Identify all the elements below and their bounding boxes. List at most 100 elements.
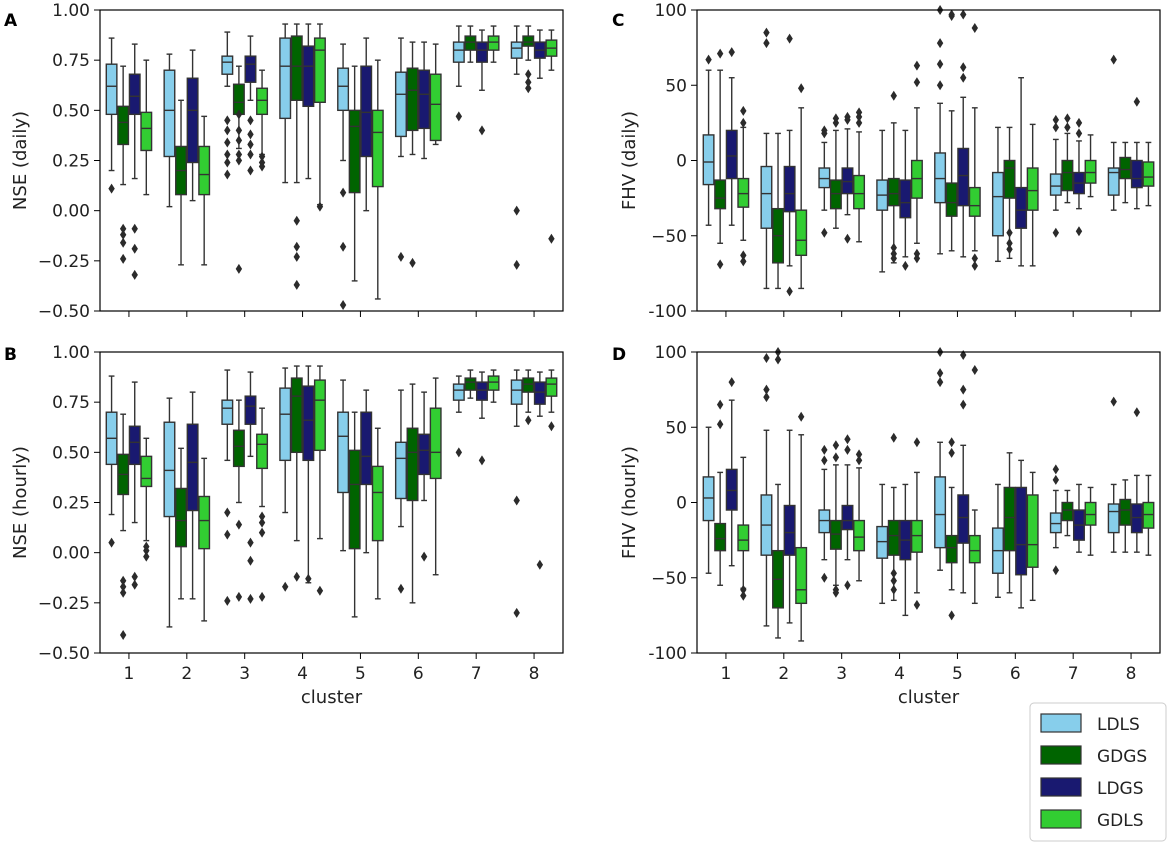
box-body (545, 377, 558, 397)
box-B-LDGS-7 (475, 371, 488, 466)
box-body (968, 534, 981, 564)
outlier-point (420, 551, 428, 562)
box-body (853, 519, 866, 552)
box-body (1142, 501, 1155, 529)
box-body (290, 377, 303, 454)
outlier-point (913, 253, 921, 264)
y-tick-label: 0.25 (52, 152, 90, 172)
outlier-point (1052, 464, 1060, 475)
outlier-point (960, 384, 967, 395)
box-D-LDLS-1 (702, 426, 715, 574)
box-body (1084, 159, 1097, 184)
box-B-GDLS-6 (429, 377, 442, 576)
outlier-point (235, 263, 243, 274)
x-tick-label: 7 (1068, 664, 1079, 684)
outlier-point (247, 139, 254, 150)
legend-item-LDGS: LDGS (1040, 777, 1144, 799)
x-axis-label: cluster (898, 687, 960, 708)
x-tick-label: 1 (124, 664, 135, 684)
box-B-LDGS-2 (186, 391, 199, 600)
outlier-point (786, 33, 793, 44)
legend: LDLS GDGS LDGS GDLS (1029, 702, 1167, 842)
box-C-LDGS-6 (1015, 77, 1028, 267)
box-D-GDLS-2 (795, 411, 808, 642)
box-D-GDGS-8 (1119, 479, 1132, 553)
outlier-point (890, 568, 897, 579)
axes-frame (696, 9, 1161, 312)
box-C-GDGS-1 (714, 48, 727, 270)
box-body (818, 167, 831, 189)
outlier-point (247, 165, 254, 176)
y-tick-label: 0.00 (52, 202, 90, 222)
box-body (279, 387, 292, 462)
panel-A: A −0.50 −0.25 0.00 0.25 0.50 0.75 1.00 NSE (dail… (4, 1, 564, 322)
box-D-LDLS-2 (760, 353, 773, 627)
outlier-point (740, 105, 747, 116)
box-B-GDGS-3 (232, 399, 245, 602)
outlier-point (740, 256, 747, 267)
box-A-LDGS-7 (475, 29, 488, 136)
box-body (1026, 167, 1039, 211)
panel-B: B −0.50 −0.25 0.00 0.25 0.50 0.75 1.00 NSE (hour… (4, 343, 564, 708)
outlier-point (855, 117, 863, 128)
legend-swatch (1040, 777, 1082, 797)
x-tick-label: 5 (952, 664, 963, 684)
outlier-point (1052, 122, 1060, 133)
outlier-point (832, 452, 840, 463)
box-body (876, 525, 889, 559)
box-B-LDLS-3 (221, 369, 234, 606)
x-tick-label: 2 (778, 664, 789, 684)
outlier-point (119, 575, 127, 586)
box-body (910, 159, 923, 199)
box-D-GDLS-7 (1084, 486, 1097, 556)
box-body (783, 504, 796, 556)
outlier-point (316, 201, 324, 212)
outlier-point (936, 80, 944, 91)
box-D-GDLS-6 (1026, 471, 1039, 602)
box-body (221, 399, 234, 425)
outlier-point (131, 579, 138, 590)
outlier-point (235, 519, 243, 530)
box-body (140, 111, 153, 152)
outlier-point (247, 593, 254, 604)
box-body (186, 423, 199, 512)
legend-label: LDGS (1097, 779, 1144, 799)
outlier-point (832, 113, 840, 124)
outlier-point (293, 279, 300, 290)
box-body (1130, 159, 1143, 189)
box-B-LDGS-8 (533, 371, 546, 570)
outlier-point (821, 572, 828, 583)
box-D-LDGS-7 (1072, 483, 1085, 553)
box-B-GDLS-3 (256, 407, 269, 602)
box-A-LDGS-5 (360, 37, 373, 212)
box-body (1130, 503, 1143, 534)
box-body (795, 546, 808, 605)
outlier-point (409, 257, 416, 268)
box-D-LDGS-4 (899, 483, 912, 617)
outlier-point (119, 587, 127, 598)
axes-frame (99, 9, 564, 312)
box-B-LDGS-3 (244, 371, 257, 604)
box-body (737, 177, 750, 208)
outlier-point (224, 125, 231, 136)
outlier-point (282, 581, 289, 592)
outlier-point (258, 511, 266, 522)
y-tick-label: -100 (648, 302, 687, 322)
box-B-GDGS-2 (175, 447, 188, 600)
box-body (348, 109, 361, 194)
box-B-LDGS-1 (128, 381, 141, 590)
outlier-point (525, 415, 532, 426)
box-D-LDLS-7 (1049, 464, 1062, 576)
outlier-point (235, 149, 243, 160)
box-body (128, 73, 141, 116)
outlier-point (960, 9, 967, 20)
box-C-LDGS-3 (841, 111, 854, 244)
box-body (910, 519, 923, 553)
box-body (418, 433, 431, 476)
box-body (1049, 173, 1062, 196)
panel-D: D -100 −50 0 50 100 FHV (hourly) 1 2 3 4 5 6 7 8 cluste… (612, 343, 1161, 708)
y-tick-label: -100 (648, 644, 687, 664)
outlier-point (913, 599, 921, 610)
outlier-point (224, 157, 231, 168)
outlier-point (548, 421, 555, 432)
